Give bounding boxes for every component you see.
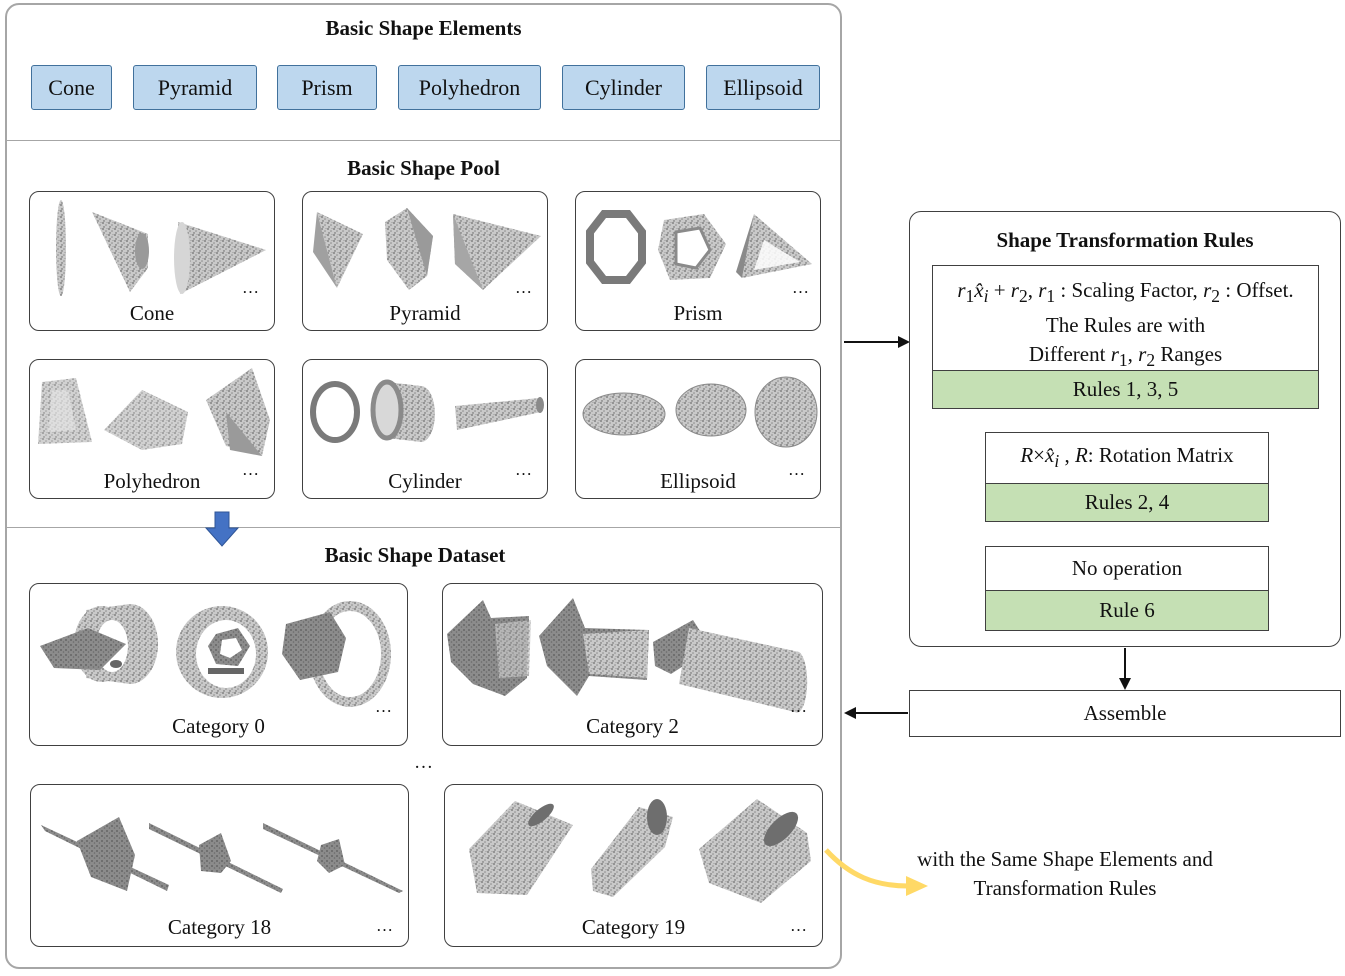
- ellipsoid-point-clouds: [582, 376, 818, 448]
- assemble-box: Assemble: [909, 690, 1341, 737]
- pool-card-label: Cylinder: [388, 469, 462, 493]
- note-line-2: Transformation Rules: [973, 876, 1157, 900]
- ellipsis: …: [515, 278, 533, 297]
- pool-card-polyhedron: … Polyhedron: [29, 359, 275, 499]
- pool-card-cone: … Cone: [29, 191, 275, 331]
- divider-elements-pool: [6, 140, 841, 141]
- category-0-point-clouds: [40, 601, 391, 707]
- dataset-title: Basic Shape Dataset: [324, 543, 506, 567]
- pool-card-pyramid: … Pyramid: [302, 191, 548, 331]
- note-line-1: with the Same Shape Elements and: [917, 847, 1213, 871]
- category-2-point-clouds: [447, 598, 808, 713]
- ellipsis: …: [242, 278, 260, 297]
- note-text: with the Same Shape Elements and Transfo…: [880, 845, 1250, 903]
- element-prism: Prism: [277, 65, 377, 110]
- ellipsis: …: [792, 278, 810, 297]
- scaling-rule-box: r1x̂i + r2, r1 : Scaling Factor, r2 : Of…: [932, 265, 1319, 371]
- category-card-2: … Category 2: [442, 583, 823, 746]
- scaling-line-2: The Rules are with: [1045, 313, 1206, 338]
- down-arrow-icon: [204, 511, 240, 547]
- element-polyhedron: Polyhedron: [398, 65, 541, 110]
- category-label: Category 2: [586, 714, 679, 738]
- ellipsis: …: [375, 697, 393, 716]
- elements-title: Basic Shape Elements: [325, 16, 522, 40]
- rotation-rule-box: R×x̂i , R: Rotation Matrix: [985, 432, 1269, 484]
- category-card-19: … Category 19: [444, 784, 823, 947]
- pool-card-label: Polyhedron: [103, 469, 201, 493]
- ellipsis: …: [790, 697, 808, 716]
- pool-card-label: Prism: [673, 301, 723, 325]
- pool-card-label: Cone: [129, 301, 175, 325]
- element-cylinder: Cylinder: [562, 65, 685, 110]
- right-arrow-icon: [844, 336, 910, 348]
- scaling-line-3: Different r1, r2 Ranges: [1028, 342, 1223, 371]
- ellipsis: …: [242, 460, 260, 479]
- rules-2-4-label: Rules 2, 4: [985, 483, 1269, 522]
- category-label: Category 0: [172, 714, 265, 738]
- ellipsis: …: [790, 916, 808, 935]
- cone-point-clouds: [56, 200, 266, 296]
- rules-panel: [909, 211, 1341, 647]
- category-19-point-clouds: [469, 799, 811, 903]
- pool-card-cylinder: … Cylinder: [302, 359, 548, 499]
- category-label: Category 18: [167, 915, 272, 939]
- pool-card-ellipsoid: … Ellipsoid: [575, 359, 821, 499]
- cylinder-point-clouds: [310, 379, 544, 443]
- divider-pool-dataset: [6, 527, 841, 528]
- rule-6-label: Rule 6: [985, 590, 1269, 631]
- rotation-formula: R×x̂i , R: Rotation Matrix: [1020, 443, 1234, 472]
- category-card-0: … Category 0: [29, 583, 408, 746]
- pyramid-point-clouds: [313, 208, 541, 290]
- down-arrow-assemble-icon: [1119, 648, 1131, 690]
- ellipsis: …: [376, 916, 394, 935]
- rules-1-3-5-label: Rules 1, 3, 5: [932, 370, 1319, 409]
- element-pyramid: Pyramid: [133, 65, 257, 110]
- left-arrow-icon: [844, 707, 908, 719]
- category-card-18: … Category 18: [30, 784, 409, 947]
- polyhedron-point-clouds: [38, 368, 270, 456]
- scaling-formula: r1x̂i + r2, r1 : Scaling Factor, r2 : Of…: [957, 278, 1294, 307]
- prism-point-clouds: [586, 210, 812, 284]
- pool-card-label: Ellipsoid: [660, 469, 736, 493]
- pool-title: Basic Shape Pool: [347, 156, 500, 180]
- category-18-point-clouds: [41, 817, 403, 893]
- ellipsis: …: [788, 460, 806, 479]
- element-ellipsoid: Ellipsoid: [706, 65, 820, 110]
- pool-card-prism: … Prism: [575, 191, 821, 331]
- category-row-ellipsis: …: [414, 752, 434, 773]
- pool-card-label: Pyramid: [389, 301, 461, 325]
- element-cone: Cone: [31, 65, 112, 110]
- left-panel: [5, 3, 842, 969]
- ellipsis: …: [515, 460, 533, 479]
- curved-arrow-icon: [824, 848, 928, 896]
- category-label: Category 19: [581, 915, 686, 939]
- rules-title: Shape Transformation Rules: [996, 228, 1254, 252]
- no-operation-box: No operation: [985, 546, 1269, 591]
